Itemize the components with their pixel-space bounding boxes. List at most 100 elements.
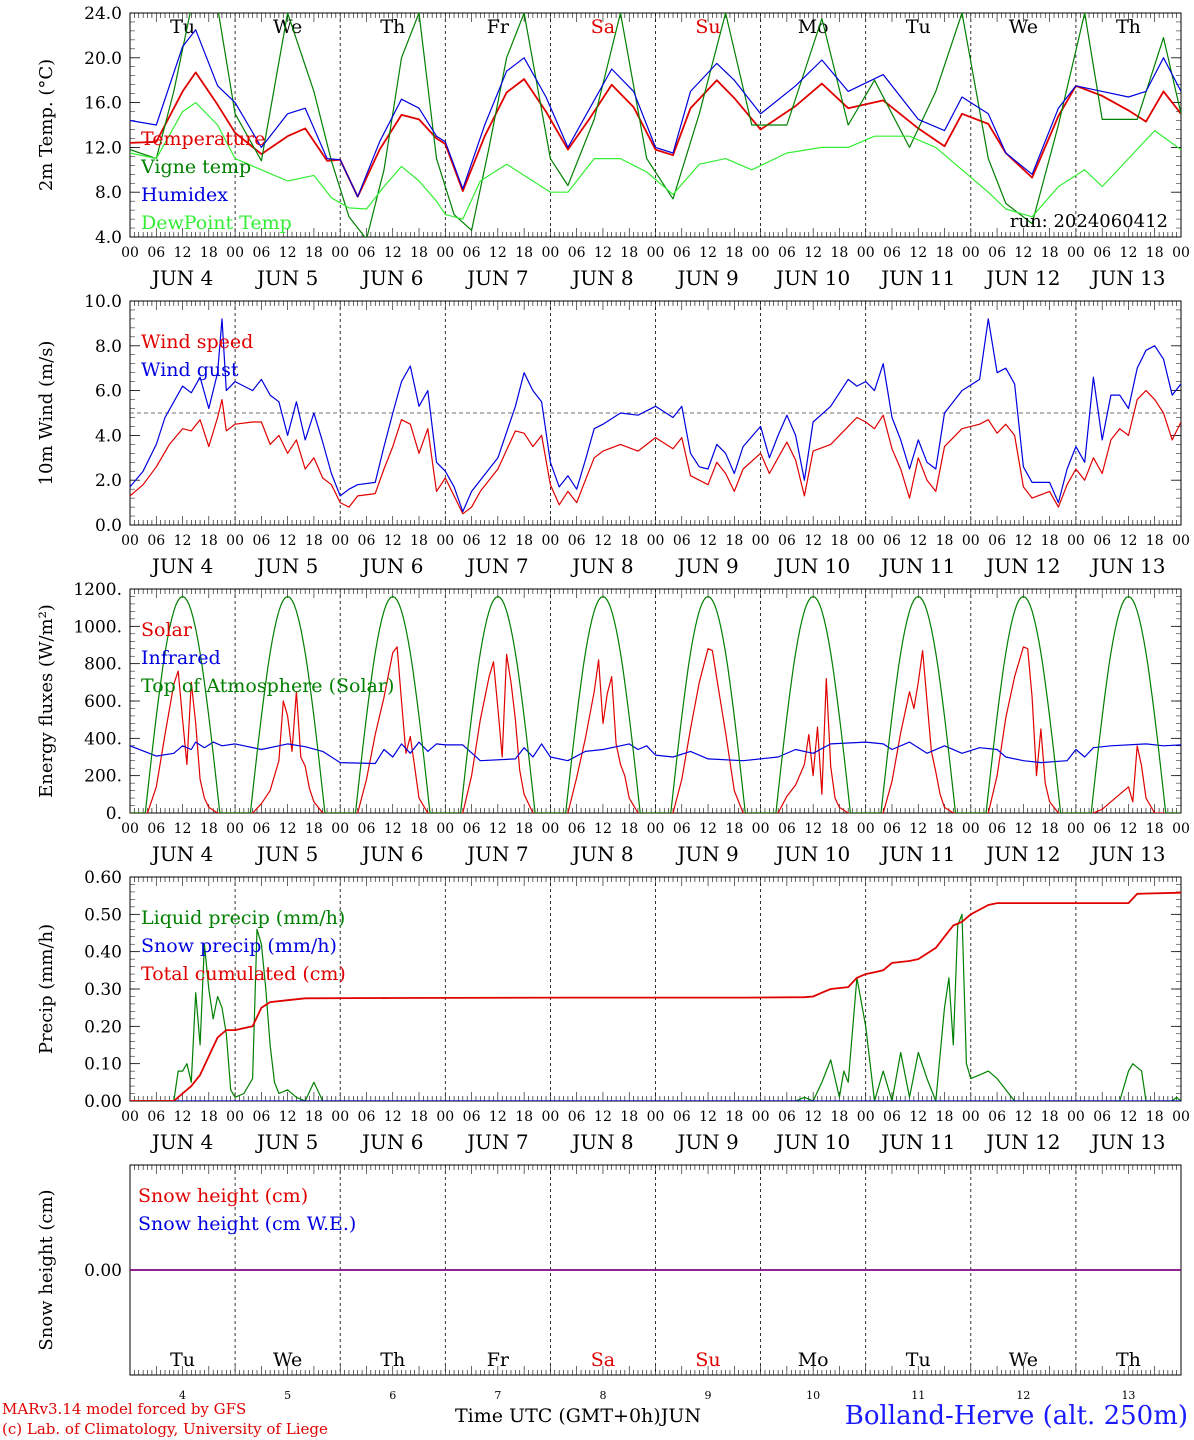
x-hour-label: 12	[594, 821, 612, 837]
x-hour-label: 06	[988, 245, 1006, 261]
x-hour-label: 00	[1067, 821, 1085, 837]
x-hour-label: 18	[725, 533, 743, 549]
y-axis-label: Energy fluxes (W/m²)	[36, 604, 57, 798]
x-date-label: JUN 5	[255, 554, 318, 578]
weekday-label: Tu	[170, 1349, 195, 1371]
day-number-label: 12	[1016, 1389, 1030, 1402]
lab-credit-line: (c) Lab. of Climatology, University of L…	[2, 1420, 328, 1438]
x-hour-label: 12	[594, 245, 612, 261]
y-tick-label: 0.20	[84, 1017, 122, 1037]
x-date-label: JUN 7	[465, 1130, 528, 1154]
x-hour-label: 06	[883, 1109, 901, 1125]
x-hour-label: 18	[1146, 533, 1164, 549]
x-date-label: JUN 10	[774, 266, 850, 290]
x-hour-label: 06	[1093, 821, 1111, 837]
x-hour-label: 06	[568, 1109, 586, 1125]
x-hour-label: 18	[515, 245, 533, 261]
x-hour-label: 18	[1041, 1109, 1059, 1125]
x-hour-label: 12	[174, 533, 192, 549]
x-hour-label: 06	[463, 1109, 481, 1125]
plot-frame	[129, 12, 1182, 238]
x-hour-label: 18	[305, 1109, 323, 1125]
x-hour-label: 12	[174, 245, 192, 261]
x-hour-label: 00	[1067, 245, 1085, 261]
x-date-label: JUN 7	[465, 266, 528, 290]
x-hour-label: 12	[384, 533, 402, 549]
y-tick-label: 6.0	[95, 382, 122, 402]
x-hour-label: 18	[1146, 1109, 1164, 1125]
day-number-label: 11	[911, 1389, 925, 1402]
x-date-label: JUN 8	[570, 1130, 633, 1154]
y-tick-label: 8.0	[95, 183, 122, 203]
x-hour-label: 06	[358, 533, 376, 549]
weekday-label: We	[1009, 16, 1038, 38]
x-hour-label: 18	[831, 821, 849, 837]
y-tick-label: 1200.	[73, 580, 122, 600]
x-hour-label: 12	[909, 533, 927, 549]
x-hour-label: 00	[752, 533, 770, 549]
legend-entry: Snow precip (mm/h)	[141, 935, 337, 957]
x-hour-label: 06	[1093, 533, 1111, 549]
x-date-label: JUN 13	[1089, 554, 1165, 578]
x-hour-label: 06	[252, 1109, 270, 1125]
weekday-label: Sa	[591, 1349, 615, 1371]
y-tick-label: 0.50	[84, 905, 122, 925]
x-hour-label: 06	[1093, 1109, 1111, 1125]
x-hour-label: 18	[936, 821, 954, 837]
run-label: run: 2024060412	[1010, 211, 1168, 232]
x-hour-label: 12	[174, 821, 192, 837]
day-number-label: 8	[599, 1389, 606, 1402]
x-date-label: JUN 11	[879, 554, 955, 578]
x-date-label: JUN 8	[570, 266, 633, 290]
legend-entry: Solar	[141, 619, 193, 641]
x-hour-label: 12	[1014, 1109, 1032, 1125]
legend-entry: Liquid precip (mm/h)	[141, 907, 345, 929]
x-hour-label: 00	[752, 821, 770, 837]
x-hour-label: 00	[541, 245, 559, 261]
x-hour-label: 12	[489, 821, 507, 837]
series-line	[130, 741, 1181, 765]
x-hour-label: 00	[331, 245, 349, 261]
legend-entry: DewPoint Temp	[141, 212, 292, 234]
x-hour-label: 18	[515, 821, 533, 837]
legend-entry: Vigne temp	[140, 156, 251, 178]
legend-entry: Snow height (cm W.E.)	[138, 1213, 356, 1235]
x-date-label: JUN 11	[879, 842, 955, 866]
x-hour-label: 06	[358, 821, 376, 837]
legend-entry: Infrared	[141, 647, 221, 669]
x-hour-label: 00	[121, 245, 139, 261]
x-hour-label: 06	[778, 533, 796, 549]
x-hour-label: 18	[936, 245, 954, 261]
x-date-label: JUN 10	[774, 842, 850, 866]
x-hour-label: 06	[252, 245, 270, 261]
x-date-label: JUN 11	[879, 1130, 955, 1154]
day-number-label: 10	[806, 1389, 820, 1402]
x-hour-label: 00	[226, 245, 244, 261]
series-line	[130, 102, 1181, 220]
y-axis-label: Snow height (cm)	[36, 1189, 57, 1350]
x-hour-label: 12	[489, 245, 507, 261]
x-hour-label: 00	[962, 533, 980, 549]
x-date-label: JUN 12	[984, 266, 1060, 290]
x-hour-label: 06	[778, 1109, 796, 1125]
weekday-label: Su	[695, 16, 720, 38]
x-date-label: JUN 9	[675, 554, 738, 578]
x-hour-label: 12	[1120, 1109, 1138, 1125]
x-hour-label: 06	[252, 533, 270, 549]
series-group	[130, 595, 1181, 813]
x-hour-label: 18	[1146, 245, 1164, 261]
day-number-label: 6	[389, 1389, 396, 1402]
y-tick-label: 800.	[84, 655, 122, 675]
x-date-label: JUN 4	[150, 1130, 213, 1154]
weekday-label: We	[273, 1349, 302, 1371]
x-hour-label: 12	[279, 245, 297, 261]
x-hour-label: 06	[988, 1109, 1006, 1125]
x-hour-label: 18	[831, 245, 849, 261]
x-hour-label: 00	[226, 533, 244, 549]
y-tick-label: 0.60	[84, 868, 122, 888]
x-hour-label: 12	[699, 1109, 717, 1125]
time-axis-month: JUN	[660, 1405, 701, 1427]
x-hour-label: 18	[831, 533, 849, 549]
x-hour-label: 06	[147, 1109, 165, 1125]
y-tick-label: 0.30	[84, 980, 122, 1000]
